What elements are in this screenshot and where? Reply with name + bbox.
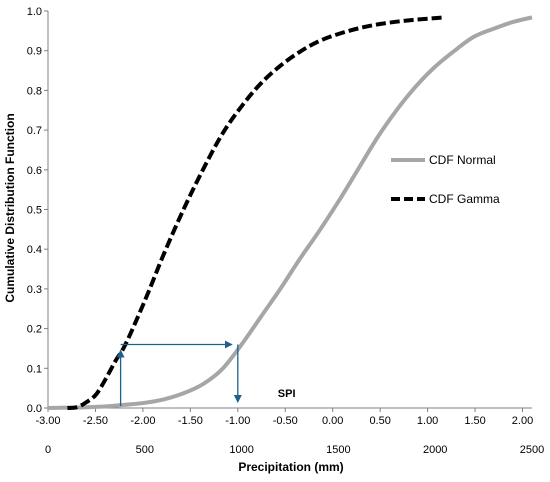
- x-top-tick-label: -0.50: [273, 415, 298, 427]
- y-tick-label: 0.6: [27, 165, 42, 177]
- x-bottom-tick-label: 500: [136, 444, 154, 456]
- series-cdf-gamma: [67, 15, 446, 410]
- x-bottom-tick-label: 1000: [229, 444, 253, 456]
- legend-label-gamma: CDF Gamma: [429, 192, 500, 206]
- y-axis: 0.0 0.1 0.2 0.3 0.4 0.5 0.6 0.7 0.8 0.9 1.0: [27, 6, 48, 415]
- spi-label: SPI: [278, 388, 296, 400]
- legend: CDF Normal CDF Gamma: [391, 153, 500, 206]
- x-top-tick-label: -1.00: [225, 415, 250, 427]
- x-top-tick-label: -2.00: [130, 415, 155, 427]
- y-tick-label: 1.0: [27, 6, 42, 18]
- x-top-tick-label: 2.00: [512, 415, 533, 427]
- x-top-tick-label: -1.50: [178, 415, 203, 427]
- y-axis-title: Cumulative Distribution Function: [3, 113, 17, 302]
- x-bottom-tick-label: 0: [45, 444, 51, 456]
- x-top-tick-label: -2.50: [83, 415, 108, 427]
- y-tick-label: 0.2: [27, 324, 42, 336]
- y-tick-label: 0.0: [27, 403, 42, 415]
- plot-frame: [47, 11, 532, 409]
- series-layer: [47, 15, 533, 410]
- y-tick-label: 0.4: [27, 244, 42, 256]
- y-tick-label: 0.7: [27, 125, 42, 137]
- y-tick-label: 0.8: [27, 85, 42, 97]
- y-tick-label: 0.9: [27, 46, 42, 58]
- x-top-tick-label: -3.00: [35, 415, 60, 427]
- y-tick-label: 0.5: [27, 205, 42, 217]
- x-axis-title: Precipitation (mm): [238, 460, 343, 474]
- x-top-tick-label: 1.50: [464, 415, 485, 427]
- y-tick-label: 0.1: [27, 363, 42, 375]
- spi-annotation: SPI: [116, 340, 296, 406]
- series-cdf-normal: [47, 15, 533, 410]
- x-top-tick-label: 0.50: [369, 415, 390, 427]
- x-bottom-tick-label: 1500: [326, 444, 350, 456]
- x-bottom-tick-label: 2000: [423, 444, 447, 456]
- x-top-tick-label: 1.00: [417, 415, 438, 427]
- x-bottom-tick-label: 2500: [520, 444, 544, 456]
- x-axis-precipitation: 0 500 1000 1500 2000 2500: [45, 444, 544, 456]
- y-tick-label: 0.3: [27, 284, 42, 296]
- legend-label-normal: CDF Normal: [429, 153, 496, 167]
- x-axis-spi: -3.00 -2.50 -2.00 -1.50 -1.00 -0.50 0.00 0.50 1.…: [35, 408, 533, 427]
- x-top-tick-label: 0.00: [322, 415, 343, 427]
